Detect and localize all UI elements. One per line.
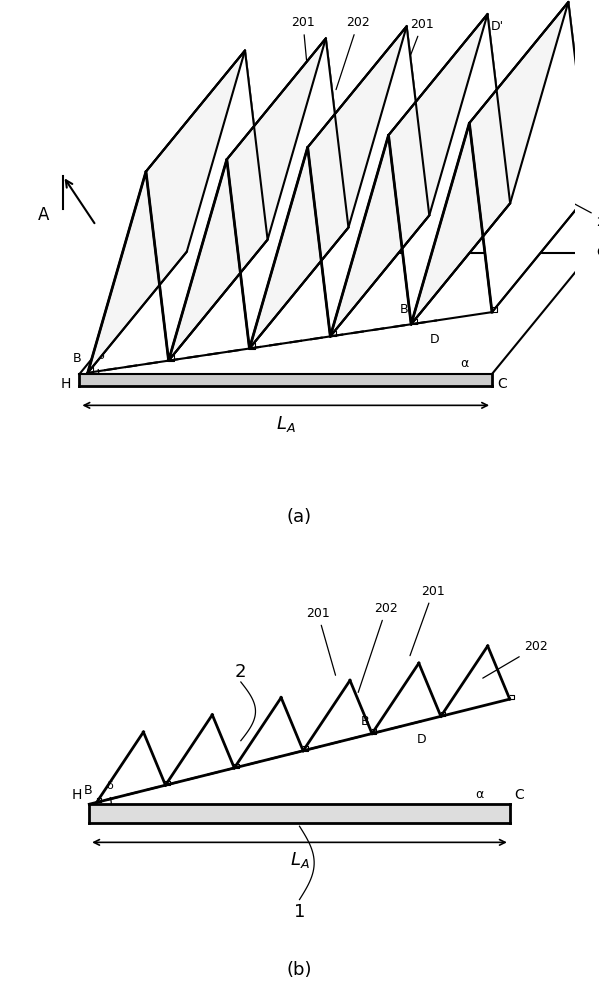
Polygon shape	[308, 26, 429, 336]
Polygon shape	[80, 374, 492, 386]
Text: B: B	[84, 784, 93, 797]
Text: δ: δ	[107, 781, 113, 791]
Text: α: α	[475, 788, 483, 801]
Text: 202: 202	[336, 16, 370, 90]
Text: D: D	[429, 333, 439, 346]
Text: C: C	[515, 788, 524, 802]
Text: 201: 201	[384, 18, 434, 124]
Text: 2: 2	[235, 663, 247, 681]
Text: H: H	[61, 377, 71, 391]
Polygon shape	[87, 51, 245, 373]
Text: (a): (a)	[287, 508, 312, 526]
Polygon shape	[389, 14, 510, 324]
Polygon shape	[227, 38, 349, 349]
Text: B: B	[400, 303, 409, 316]
Text: H: H	[71, 788, 82, 802]
Text: 1: 1	[294, 903, 305, 921]
Polygon shape	[168, 38, 326, 361]
Text: 201: 201	[291, 16, 315, 128]
Text: 202: 202	[567, 200, 599, 229]
Text: H': H'	[158, 234, 170, 247]
Polygon shape	[80, 253, 591, 374]
Polygon shape	[411, 2, 568, 324]
Text: α: α	[461, 357, 468, 370]
Text: B: B	[72, 352, 81, 365]
Text: B: B	[361, 715, 369, 728]
Polygon shape	[330, 14, 488, 336]
Polygon shape	[89, 804, 510, 823]
Text: δ: δ	[97, 351, 104, 361]
Text: A: A	[38, 206, 50, 224]
Text: $L_A$: $L_A$	[289, 850, 310, 870]
Text: C': C'	[597, 246, 599, 259]
Text: (b): (b)	[287, 961, 312, 979]
Text: C: C	[498, 377, 507, 391]
Text: 202: 202	[358, 602, 398, 692]
Text: $L_A$: $L_A$	[276, 414, 296, 434]
Text: D: D	[417, 733, 426, 746]
Text: D': D'	[490, 20, 503, 33]
Text: 202: 202	[483, 640, 548, 678]
Text: 201: 201	[306, 607, 335, 675]
Polygon shape	[470, 2, 591, 312]
Polygon shape	[146, 51, 268, 361]
Polygon shape	[249, 26, 407, 349]
Text: 201: 201	[410, 585, 445, 656]
Text: A': A'	[550, 194, 565, 213]
